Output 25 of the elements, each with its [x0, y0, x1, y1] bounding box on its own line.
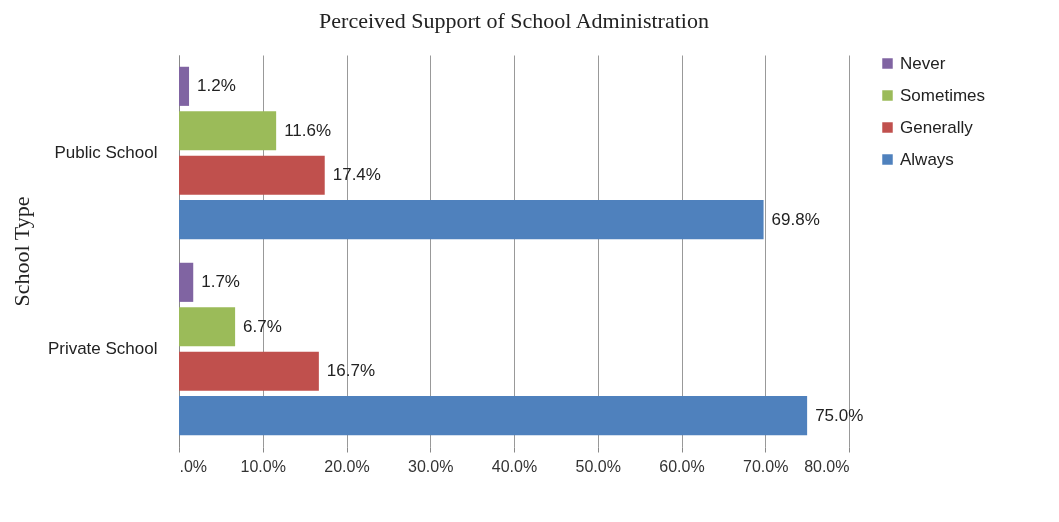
data-label: 11.6%	[284, 120, 332, 140]
data-label: 1.7%	[201, 272, 240, 292]
data-label: 17.4%	[332, 165, 381, 185]
x-tick-label: 40.0%	[491, 457, 538, 475]
x-tick-label: 30.0%	[408, 457, 454, 475]
x-tick-label: 80.0%	[804, 457, 850, 475]
y-axis-title: School Type	[8, 196, 34, 307]
x-tick-label: .0%	[179, 457, 208, 475]
legend-label: Sometimes	[900, 85, 986, 105]
legend-label: Always	[900, 149, 954, 169]
legend-label: Generally	[900, 117, 974, 137]
y-tick-label: Public School	[54, 143, 158, 162]
data-label: 6.7%	[243, 316, 282, 336]
x-tick-label: 10.0%	[240, 457, 286, 475]
x-tick-label: 60.0%	[659, 457, 705, 475]
data-label: 16.7%	[326, 361, 376, 381]
data-label: 69.8%	[771, 209, 820, 229]
y-tick-label: Private School	[47, 339, 158, 358]
x-tick-label: 20.0%	[324, 457, 370, 475]
x-tick-label: 70.0%	[743, 457, 789, 475]
chart-title: Perceived Support of School Administration	[319, 8, 709, 33]
data-label: 1.2%	[197, 76, 236, 96]
legend-label: Never	[900, 53, 946, 73]
data-label: 75.0%	[815, 405, 864, 425]
x-tick-label: 50.0%	[575, 457, 621, 475]
